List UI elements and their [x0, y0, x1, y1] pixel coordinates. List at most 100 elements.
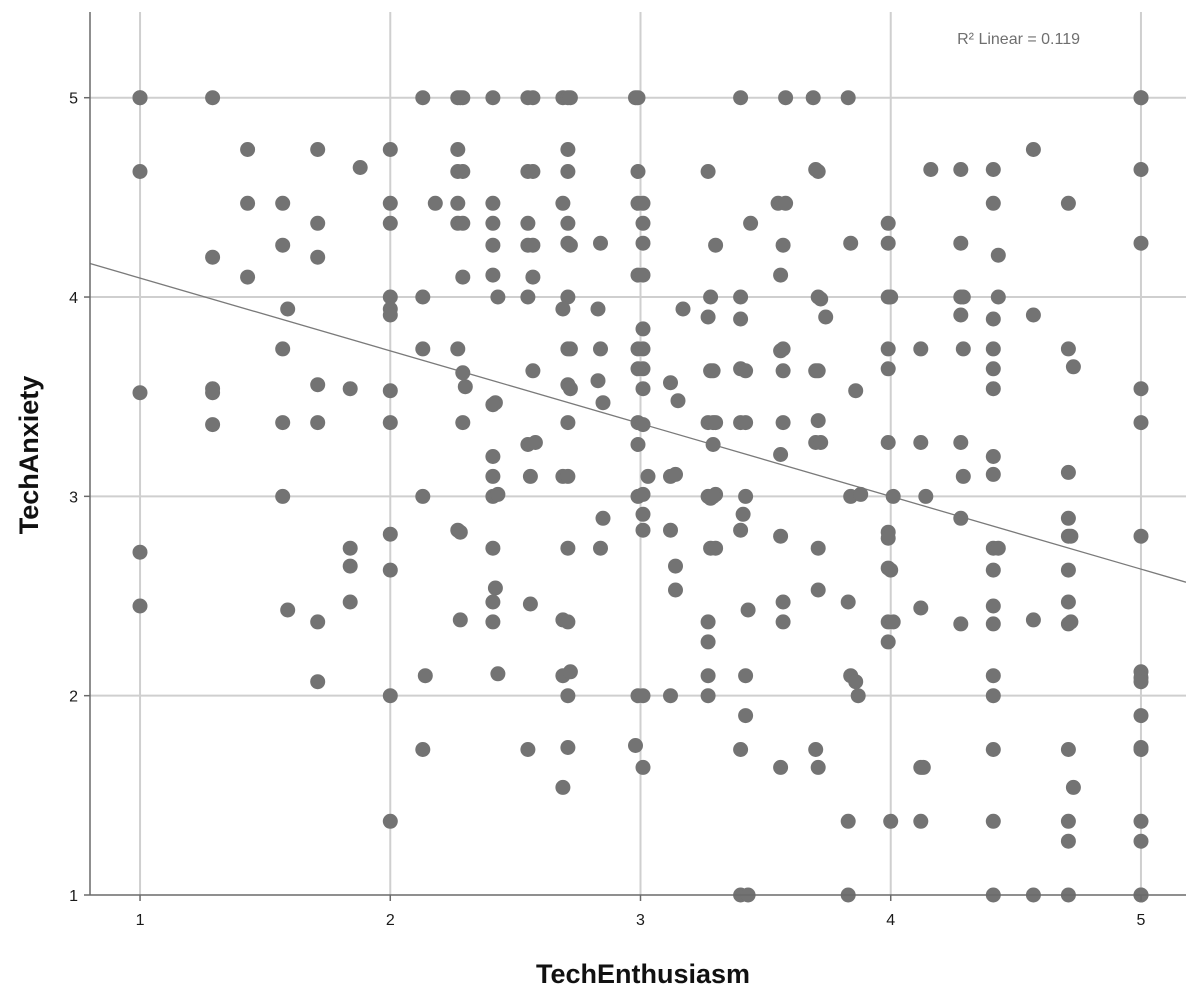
data-point [1060, 594, 1076, 610]
data-point [455, 365, 471, 381]
data-point [1065, 779, 1081, 795]
r-squared-annotation: R² Linear = 0.119 [957, 31, 1080, 48]
data-point [880, 634, 896, 650]
data-point [985, 562, 1001, 578]
data-point [455, 215, 471, 231]
data-point [485, 594, 501, 610]
data-point [450, 195, 466, 211]
data-point [700, 668, 716, 684]
data-point [635, 522, 651, 538]
data-point [490, 666, 506, 682]
data-point [738, 415, 754, 431]
data-point [490, 486, 506, 502]
data-point [382, 526, 398, 542]
data-point [775, 614, 791, 630]
data-point [985, 311, 1001, 327]
data-point [590, 301, 606, 317]
data-point [985, 668, 1001, 684]
data-point [280, 301, 296, 317]
data-point [630, 90, 646, 106]
data-point [635, 267, 651, 283]
data-point [880, 435, 896, 450]
data-point [915, 759, 931, 775]
data-point [663, 375, 678, 391]
data-point [1060, 833, 1076, 849]
data-point [132, 164, 148, 179]
y-tick-label: 4 [69, 290, 78, 307]
data-point [818, 309, 834, 325]
data-point [738, 363, 754, 379]
data-point [280, 602, 296, 618]
data-point [382, 142, 398, 157]
data-point [427, 195, 443, 211]
data-point [457, 379, 473, 395]
data-point [555, 195, 571, 211]
data-point [562, 381, 578, 397]
data-point [810, 540, 826, 556]
data-points [132, 90, 1149, 903]
data-point [1025, 307, 1041, 323]
data-point [593, 235, 608, 251]
x-tick-label: 2 [386, 912, 395, 929]
data-point [885, 488, 901, 504]
data-point [955, 289, 971, 305]
data-point [775, 415, 791, 431]
data-point [595, 395, 611, 411]
data-point [635, 688, 651, 704]
data-point [310, 377, 326, 393]
data-point [485, 614, 501, 630]
data-point [953, 510, 969, 526]
data-point [1025, 142, 1041, 157]
data-point [778, 90, 794, 106]
y-tick-labels: 1 2 3 4 5 [69, 91, 78, 905]
data-point [700, 634, 716, 650]
data-point [132, 544, 148, 560]
data-point [382, 307, 398, 323]
x-axis-title: TechEnthusiasm [536, 959, 750, 986]
data-point [810, 582, 826, 598]
data-point [885, 614, 901, 630]
data-point [275, 237, 291, 253]
y-tick-label: 1 [69, 888, 78, 905]
data-point [310, 142, 326, 157]
data-point [485, 195, 501, 211]
data-point [1133, 235, 1149, 251]
data-point [1133, 742, 1149, 757]
data-point [555, 779, 571, 795]
data-point [1060, 464, 1076, 480]
data-point [1133, 381, 1149, 397]
data-point [733, 289, 749, 305]
data-point [953, 235, 969, 251]
data-point [560, 740, 576, 755]
data-point [1060, 742, 1076, 757]
data-point [1133, 90, 1149, 106]
data-point [485, 90, 501, 106]
data-point [773, 343, 789, 359]
data-point [525, 363, 541, 379]
data-point [985, 341, 1001, 357]
data-point [520, 289, 536, 305]
data-point [738, 488, 754, 504]
data-point [985, 162, 1001, 177]
x-tick-label: 3 [636, 912, 645, 929]
data-point [913, 341, 929, 357]
data-point [740, 602, 756, 618]
data-point [310, 614, 326, 630]
data-point [240, 269, 256, 285]
data-point [275, 341, 291, 357]
data-point [668, 582, 683, 598]
data-point [560, 415, 576, 431]
x-tick-label: 1 [136, 912, 145, 929]
data-point [670, 393, 686, 409]
data-point [773, 528, 789, 544]
data-point [708, 415, 724, 431]
data-point [490, 289, 506, 305]
data-point [382, 562, 398, 578]
data-point [525, 269, 541, 285]
data-point [985, 466, 1001, 482]
data-point [810, 164, 826, 179]
data-point [843, 235, 859, 251]
data-point [562, 237, 578, 253]
data-point [310, 415, 326, 431]
